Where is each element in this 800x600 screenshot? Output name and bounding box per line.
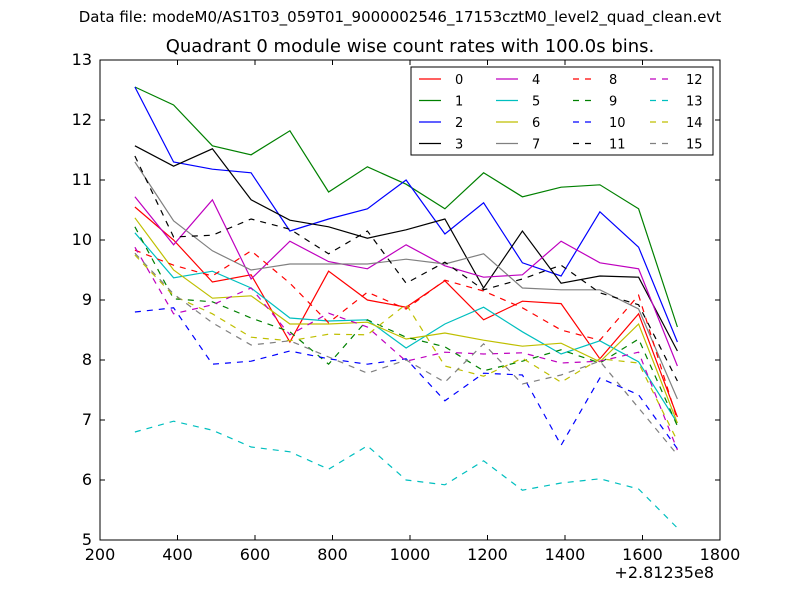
legend-label-0: 0 (455, 73, 463, 88)
y-tick-label: 13 (72, 50, 92, 69)
x-tick-label: 1400 (545, 545, 586, 564)
legend-label-3: 3 (455, 138, 463, 153)
legend-label-5: 5 (532, 95, 540, 110)
y-tick-label: 11 (72, 170, 92, 189)
legend-label-2: 2 (455, 116, 463, 131)
legend-label-1: 1 (455, 95, 463, 110)
series-line-3 (134, 145, 678, 352)
series-line-7 (134, 161, 678, 400)
series-line-8 (134, 249, 678, 421)
legend-label-7: 7 (532, 138, 540, 153)
series-line-4 (134, 196, 678, 367)
legend-label-8: 8 (609, 73, 617, 88)
series-line-14 (134, 254, 678, 442)
x-tick-label: 1600 (622, 545, 663, 564)
series-line-13 (134, 420, 678, 529)
chart-title: Quadrant 0 module wise count rates with … (165, 36, 655, 57)
x-tick-label: 1200 (467, 545, 508, 564)
y-tick-label: 12 (72, 110, 92, 129)
y-tick-label: 7 (82, 410, 92, 429)
x-tick-label: 1000 (390, 545, 431, 564)
series-line-10 (134, 307, 678, 450)
series-line-2 (134, 86, 678, 343)
series-line-12 (134, 246, 678, 451)
legend-box (410, 66, 714, 156)
legend-label-14: 14 (686, 116, 703, 131)
series-line-6 (134, 217, 678, 424)
series-line-15 (134, 252, 678, 456)
series-line-5 (134, 232, 678, 424)
series-line-9 (134, 226, 678, 427)
legend-label-4: 4 (532, 73, 540, 88)
legend-label-6: 6 (532, 116, 540, 131)
series-line-11 (134, 155, 678, 382)
y-tick-label: 9 (82, 290, 92, 309)
x-offset-label: +2.81235e8 (614, 563, 714, 582)
y-tick-label: 8 (82, 350, 92, 369)
x-tick-label: 1800 (700, 545, 741, 564)
x-tick-label: 800 (317, 545, 348, 564)
data-file-title: Data file: modeM0/AS1T03_059T01_90000025… (78, 8, 722, 26)
x-tick-label: 400 (162, 545, 193, 564)
x-tick-label: 200 (85, 545, 116, 564)
y-tick-label: 10 (72, 230, 92, 249)
series-line-1 (134, 86, 678, 328)
legend-label-12: 12 (686, 73, 703, 88)
legend-label-10: 10 (609, 116, 626, 131)
legend-label-11: 11 (609, 138, 626, 153)
y-tick-label: 5 (82, 530, 92, 549)
y-tick-label: 6 (82, 470, 92, 489)
legend-label-9: 9 (609, 95, 617, 110)
x-tick-label: 600 (240, 545, 271, 564)
series-line-0 (134, 206, 678, 418)
legend-label-15: 15 (686, 138, 703, 153)
legend-label-13: 13 (686, 95, 703, 110)
